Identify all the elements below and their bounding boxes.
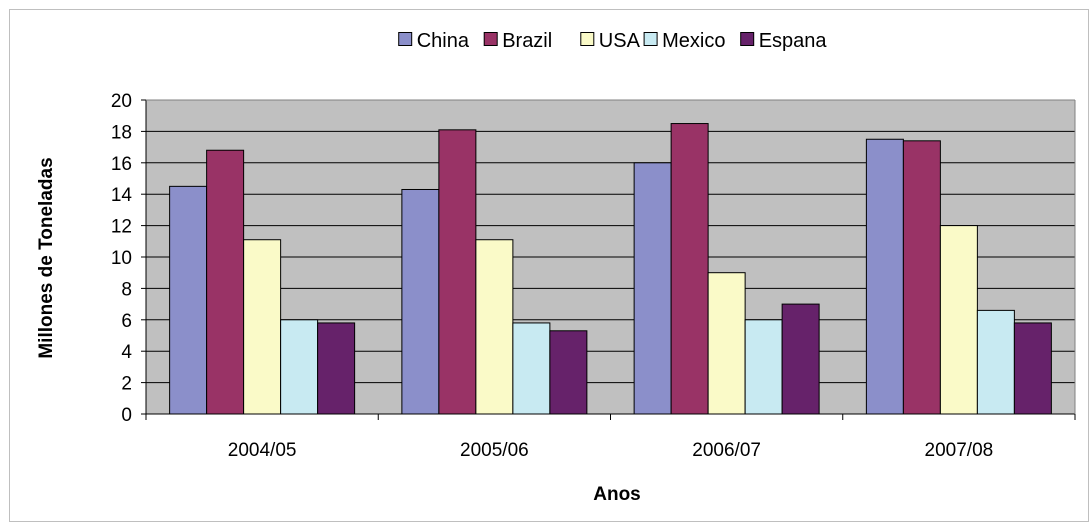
y-tick-label: 0: [121, 405, 132, 426]
bar-usa-2004-05: [243, 239, 282, 415]
bar-brazil-2007-08: [902, 140, 941, 415]
legend: China Brazil USA Mexico Espana: [398, 30, 828, 52]
bar-espana-2004-05: [317, 322, 356, 415]
legend-label: Espana: [759, 30, 828, 52]
legend-swatch: [398, 32, 413, 46]
y-tick-label: 4: [121, 342, 132, 363]
bar-mexico-2005-06: [512, 322, 551, 415]
bar-china-2004-05: [169, 185, 208, 415]
y-tick-label: 18: [111, 122, 132, 143]
x-tick-label: 2005/06: [460, 440, 529, 461]
bar-espana-2006-07: [781, 303, 820, 415]
bars: [169, 123, 1052, 415]
legend-swatch: [483, 32, 498, 46]
bar-mexico-2004-05: [280, 319, 319, 415]
bar-brazil-2004-05: [206, 149, 245, 415]
bar-china-2006-07: [633, 162, 672, 415]
y-tick-label: 14: [111, 185, 133, 206]
bar-mexico-2007-08: [976, 309, 1015, 415]
legend-swatch: [643, 32, 658, 46]
y-tick-label: 16: [111, 154, 132, 175]
bar-espana-2007-08: [1013, 322, 1052, 415]
y-tick-label: 2: [121, 374, 132, 395]
bar-china-2005-06: [401, 188, 440, 415]
y-tick-labels: 0 2 4 6 8 10 12 14 16 18 20: [111, 91, 146, 426]
y-tick-label: 8: [121, 279, 132, 300]
x-tick-label: 2006/07: [692, 440, 761, 461]
bar-usa-2006-07: [707, 272, 746, 415]
x-tick-label: 2007/08: [925, 440, 994, 461]
bar-china-2007-08: [865, 138, 904, 415]
x-tick-label: 2004/05: [228, 440, 297, 461]
bar-mexico-2006-07: [744, 319, 783, 415]
legend-swatch: [580, 32, 595, 46]
y-axis-label: Millones de Toneladas: [36, 157, 57, 358]
y-tick-label: 12: [111, 217, 132, 238]
y-tick-label: 20: [111, 91, 132, 112]
bar-brazil-2005-06: [438, 129, 477, 415]
y-tick-label: 6: [121, 311, 132, 332]
legend-label: Brazil: [502, 30, 552, 52]
legend-label: USA: [599, 30, 641, 52]
legend-label: China: [417, 30, 470, 52]
x-axis-label: Anos: [593, 484, 641, 505]
bar-brazil-2006-07: [670, 123, 709, 415]
bar-usa-2007-08: [939, 225, 978, 415]
bar-espana-2005-06: [549, 330, 588, 415]
y-tick-label: 10: [111, 248, 132, 269]
legend-label: Mexico: [662, 30, 725, 52]
bar-usa-2005-06: [475, 239, 514, 415]
x-tick-labels: 2004/05 2005/06 2006/07 2007/08: [145, 414, 1076, 461]
legend-swatch: [740, 32, 755, 46]
